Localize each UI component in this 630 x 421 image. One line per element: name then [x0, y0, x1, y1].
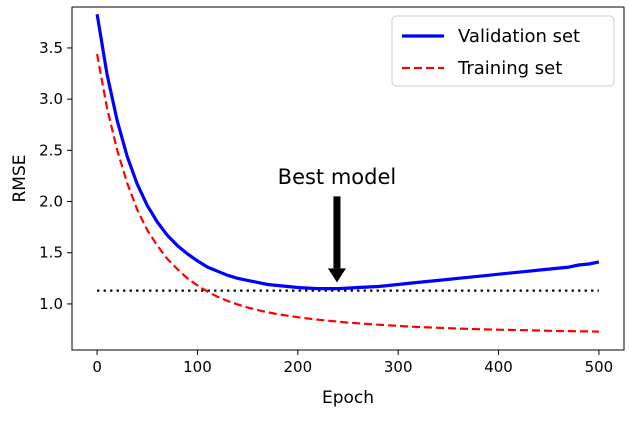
axes: 0 100 200 300 400 500 1.0 1.5 2.0 2.5 3.0 3.5 Epoch R… — [10, 6, 625, 408]
legend-box — [391, 15, 615, 87]
y-tick-label: 2.0 — [39, 193, 63, 211]
annotation-arrow-head — [327, 268, 346, 283]
legend-label-validation: Validation set — [458, 26, 580, 47]
series-line-validation — [95, 13, 600, 291]
x-tick-label: 500 — [585, 358, 614, 376]
y-tick-label: 3.0 — [39, 90, 63, 108]
y-tick-label: 3.5 — [39, 39, 63, 57]
x-tick-label: 200 — [283, 358, 312, 376]
plot-area: Best model — [95, 13, 600, 333]
x-tick-label: 400 — [484, 358, 513, 376]
axes-frame — [71, 6, 625, 351]
y-tick-label: 2.5 — [39, 141, 63, 159]
x-tick-label: 100 — [183, 358, 212, 376]
x-tick-label: 300 — [384, 358, 413, 376]
legend: Validation set Training set — [391, 15, 615, 87]
annotation-label: Best model — [278, 165, 397, 189]
y-tick-label: 1.0 — [39, 295, 63, 313]
y-tick-label: 1.5 — [39, 244, 63, 262]
x-axis-label: Epoch — [322, 388, 374, 408]
x-tick-label: 0 — [92, 358, 102, 376]
series-line-training — [96, 53, 599, 333]
y-axis-label: RMSE — [10, 154, 30, 202]
legend-label-training: Training set — [457, 58, 562, 79]
